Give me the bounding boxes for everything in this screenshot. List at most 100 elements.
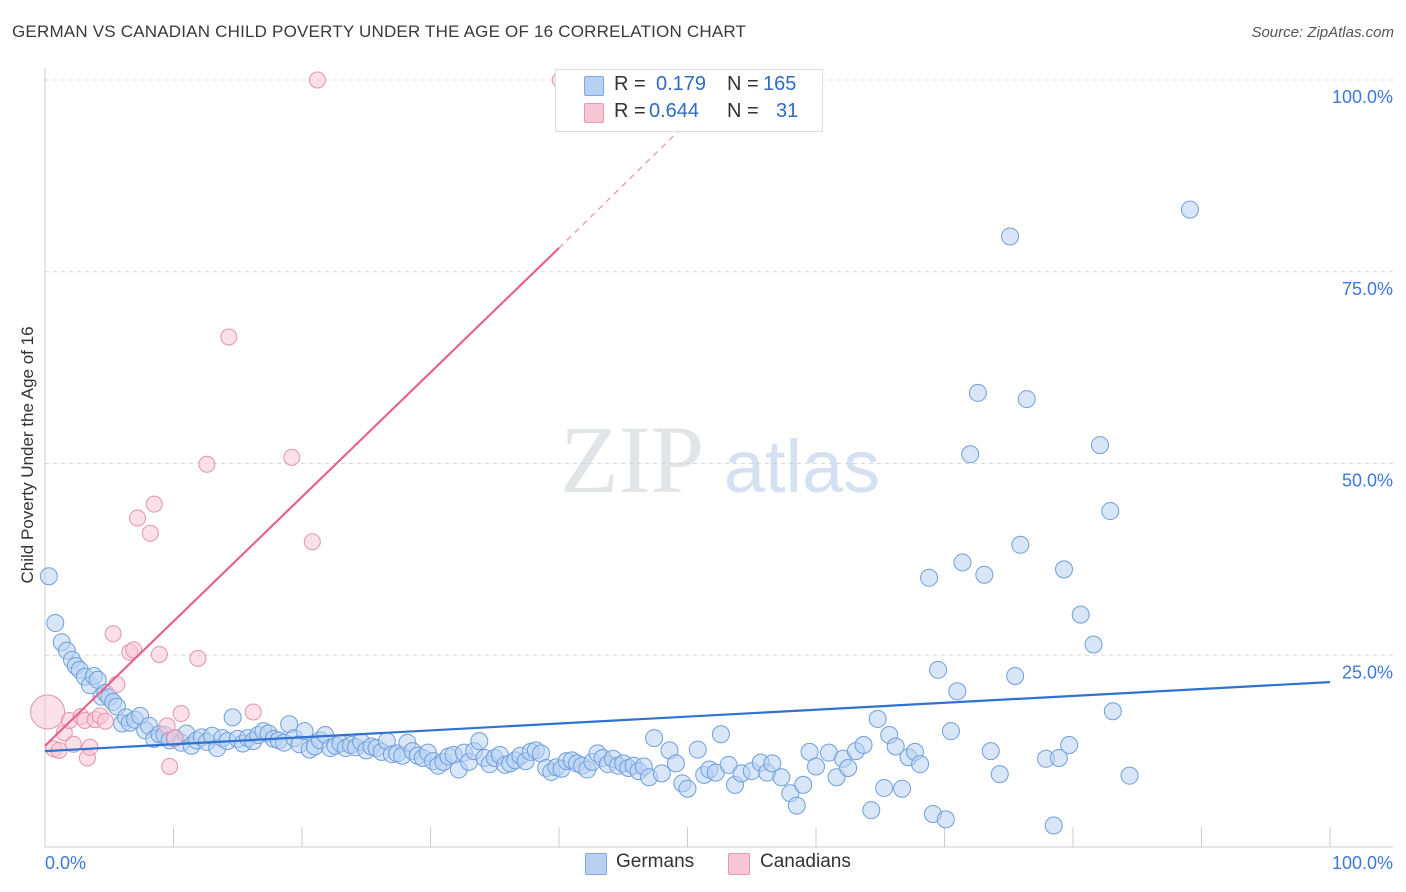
canadians-r-value: 0.644 [649,100,700,122]
x-tick-label-min: 0.0% [45,853,86,873]
legend-germans-label: Germans [616,851,695,872]
watermark: ZIP atlas [560,406,880,513]
germans-point [893,779,912,798]
germans-point [711,725,730,744]
y-tick-label: 100.0% [1332,87,1393,107]
germans-point [719,755,738,774]
germans-point [941,722,960,741]
germans-point [854,735,873,754]
germans-point [1011,535,1030,554]
germans-point [968,383,987,402]
canadians-point [172,705,190,723]
canadians-point [64,735,82,753]
y-axis-label: Child Poverty Under the Age of 16 [18,326,37,583]
germans-point [1120,766,1139,785]
germans-point [1017,390,1036,409]
canadians-point [145,495,163,513]
germans-point [763,754,782,773]
axes [44,68,1393,848]
series-legend: Germans Canadians [0,851,1406,877]
germans-point [1090,436,1109,455]
germans-point [953,553,972,572]
germans-point [929,660,948,679]
germans-point [875,778,894,797]
germans-point [1001,227,1020,246]
germans-point [1055,560,1074,579]
germans-point [948,682,967,701]
canadians-point [81,738,99,756]
germans-point [1044,816,1063,835]
germans-point [961,445,980,464]
canadians-trend-line [44,247,560,747]
legend-canadians-label: Canadians [760,851,851,872]
germans-point [787,796,806,815]
germans-swatch [584,76,604,96]
germans-point [295,722,314,741]
legend-canadians-swatch [728,853,750,875]
trend-lines [44,121,1331,753]
germans-point [39,567,58,586]
canadians-point [158,717,176,735]
germans-point [862,801,881,820]
n-label: N = [727,100,759,122]
watermark-zip: ZIP [560,406,704,513]
germans-point [990,765,1009,784]
tick-labels: 25.0% 50.0% 75.0% 100.0% 0.0% 100.0% [45,87,1393,873]
canadians-point [125,641,143,659]
legend-row-germans: R = 0.179 N = 165 [556,73,822,99]
germans-point [920,568,939,587]
canadians-point [104,625,122,643]
germans-point [1049,749,1068,768]
canadians-point [198,455,216,473]
germans-point [772,768,791,787]
canadians-point [303,533,321,551]
x-tick-label-max: 100.0% [1332,853,1393,873]
n-label: N = [727,73,759,95]
germans-point [1180,200,1199,219]
canadians-point [141,524,159,542]
germans-point [794,775,813,794]
germans-point [1006,666,1025,685]
germans-point [46,614,65,633]
germans-point [975,565,994,584]
source-credit: Source: ZipAtlas.com [1251,24,1394,41]
legend-row-canadians: R = 0.644 N = 31 [556,100,822,126]
germans-point [666,754,685,773]
germans-point [807,757,825,776]
germans-point [645,729,664,748]
canadians-point [308,71,326,89]
canadians-point [150,645,168,663]
canadians-point [129,509,147,527]
germans-point [936,810,955,829]
germans-point [1060,735,1079,754]
r-label: R = [614,100,646,122]
germans-point [223,708,242,727]
germans-point [886,737,905,756]
watermark-atlas: atlas [724,425,880,508]
germans-point [1103,702,1122,721]
gridlines [45,79,1393,656]
germans-n-value: 165 [763,73,797,95]
germans-points [39,200,1199,835]
germans-trend-line [44,680,1331,753]
canadians-point [30,694,66,730]
chart-title: GERMAN VS CANADIAN CHILD POVERTY UNDER T… [12,22,747,41]
germans-point [1084,635,1103,654]
y-tick-label: 75.0% [1342,279,1393,299]
r-label: R = [614,73,646,95]
canadians-point [166,729,184,747]
legend-germans-swatch [585,853,607,875]
germans-point [688,740,707,759]
germans-point [839,758,858,777]
canadians-point [161,757,179,775]
canadians-point [244,703,262,721]
canadians-point [108,675,126,693]
germans-point [678,779,697,798]
germans-point [911,755,930,774]
canadians-trend-extension [558,121,688,249]
germans-point [1071,605,1090,624]
y-tick-label: 50.0% [1342,471,1393,491]
germans-point [470,732,489,751]
y-tick-label: 25.0% [1342,662,1393,682]
